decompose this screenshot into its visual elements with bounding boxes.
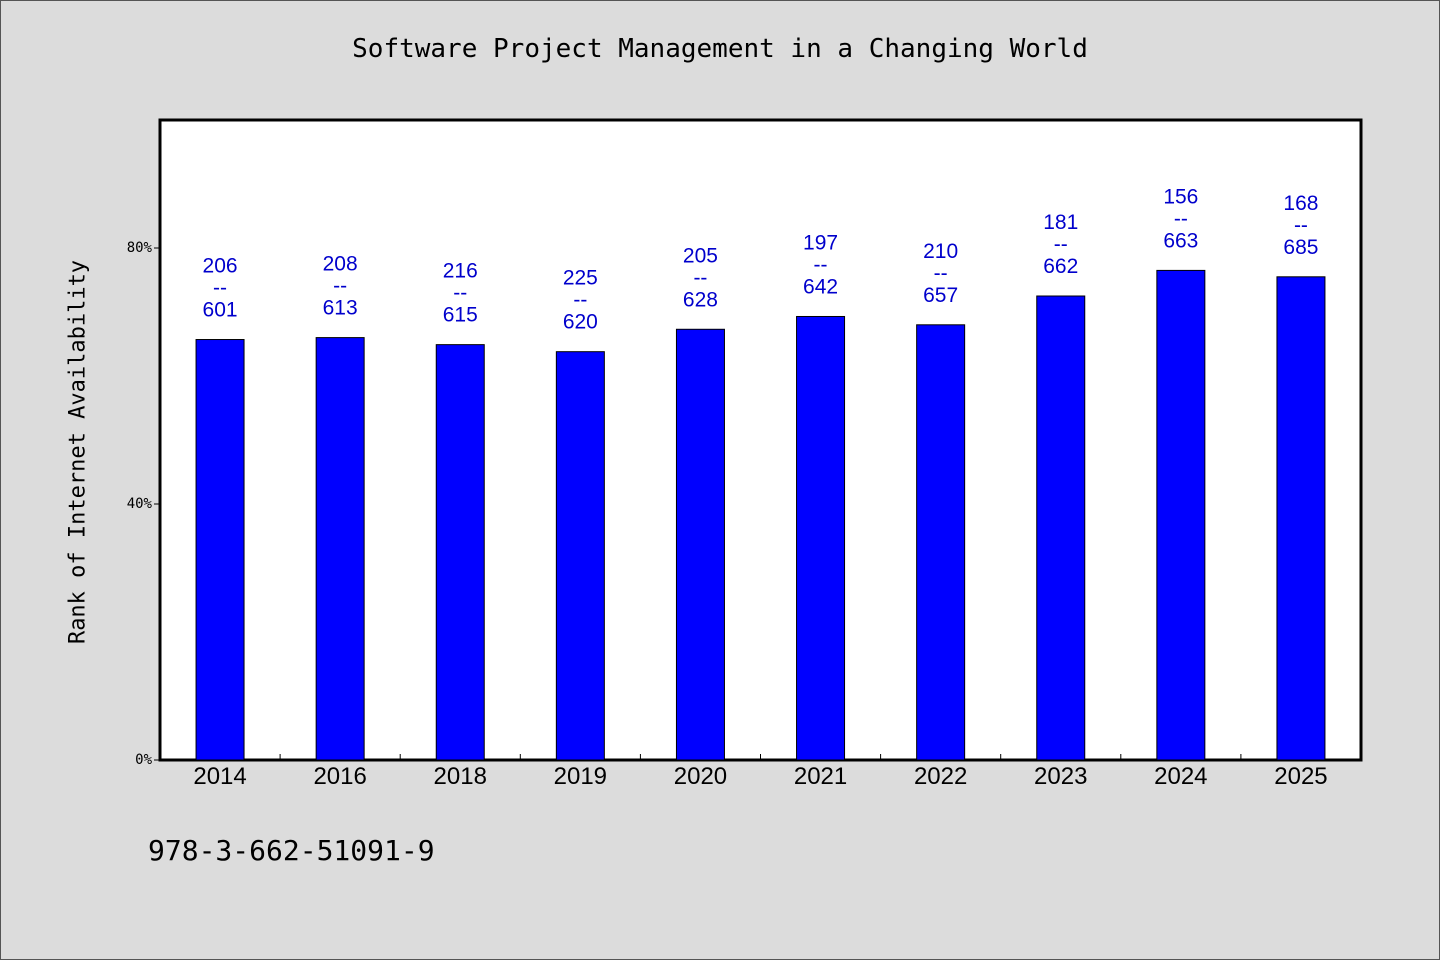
data-label-bottom: 620 (563, 311, 598, 334)
data-label-top: 210 (923, 240, 958, 263)
ticks-layer: 2014 2016 2018 2019 2020 2021 2022 2023 2024 2025… (127, 240, 1328, 790)
bar-2020 (675, 328, 725, 761)
data-label-bottom: 615 (443, 304, 478, 327)
bar-2018 (435, 344, 485, 761)
data-label-bottom: 662 (1043, 255, 1078, 278)
x-tick-label: 2022 (914, 763, 967, 790)
x-tick-label: 2019 (554, 763, 607, 790)
bar-2019 (555, 351, 605, 761)
bar-2023 (1036, 295, 1086, 761)
data-label-sep: -- (1174, 207, 1188, 230)
data-label-top: 205 (683, 244, 718, 267)
bars-layer (195, 269, 1326, 761)
data-label-bottom: 663 (1163, 229, 1198, 252)
data-label-top: 225 (563, 267, 598, 290)
data-label-top: 197 (803, 231, 838, 254)
y-tick-label: 0% (135, 752, 152, 768)
bar-2016 (315, 337, 365, 761)
data-label-top: 168 (1283, 192, 1318, 215)
y-tick-label: 80% (127, 240, 153, 256)
chart-title: Software Project Management in a Changin… (352, 34, 1088, 64)
data-label-top: 156 (1163, 185, 1198, 208)
data-label-sep: -- (693, 266, 707, 289)
data-label-sep: -- (1054, 233, 1068, 256)
data-label-sep: -- (573, 289, 587, 312)
x-tick-label: 2023 (1034, 763, 1087, 790)
isbn-text: 978-3-662-51091-9 (148, 834, 435, 867)
x-tick-label: 2024 (1154, 763, 1207, 790)
data-label-bottom: 685 (1283, 236, 1318, 259)
x-tick-label: 2016 (313, 763, 366, 790)
x-tick-label: 2021 (794, 763, 847, 790)
data-label-sep: -- (453, 282, 467, 305)
bar-2025 (1276, 276, 1326, 761)
data-label-sep: -- (333, 275, 347, 298)
data-label-bottom: 601 (203, 299, 238, 322)
x-tick-label: 2018 (434, 763, 487, 790)
data-label-top: 216 (443, 260, 478, 283)
bar-2022 (916, 324, 966, 761)
data-label-sep: -- (1294, 214, 1308, 237)
x-tick-label: 2025 (1274, 763, 1327, 790)
bar-2021 (796, 315, 846, 761)
data-label-top: 181 (1043, 211, 1078, 234)
labels-layer: 206--601208--613216--615225--620205--628… (203, 185, 1319, 333)
data-label-sep: -- (934, 262, 948, 285)
data-label-top: 206 (203, 255, 238, 278)
data-label-bottom: 657 (923, 284, 958, 307)
data-label-bottom: 613 (323, 297, 358, 320)
y-tick-label: 40% (127, 496, 153, 512)
bar-2024 (1156, 269, 1206, 761)
data-label-top: 208 (323, 253, 358, 276)
bar-2014 (195, 339, 245, 761)
x-tick-label: 2014 (193, 763, 246, 790)
data-label-sep: -- (814, 253, 828, 276)
x-tick-label: 2020 (674, 763, 727, 790)
data-label-bottom: 628 (683, 288, 718, 311)
data-label-sep: -- (213, 277, 227, 300)
data-label-bottom: 642 (803, 275, 838, 298)
